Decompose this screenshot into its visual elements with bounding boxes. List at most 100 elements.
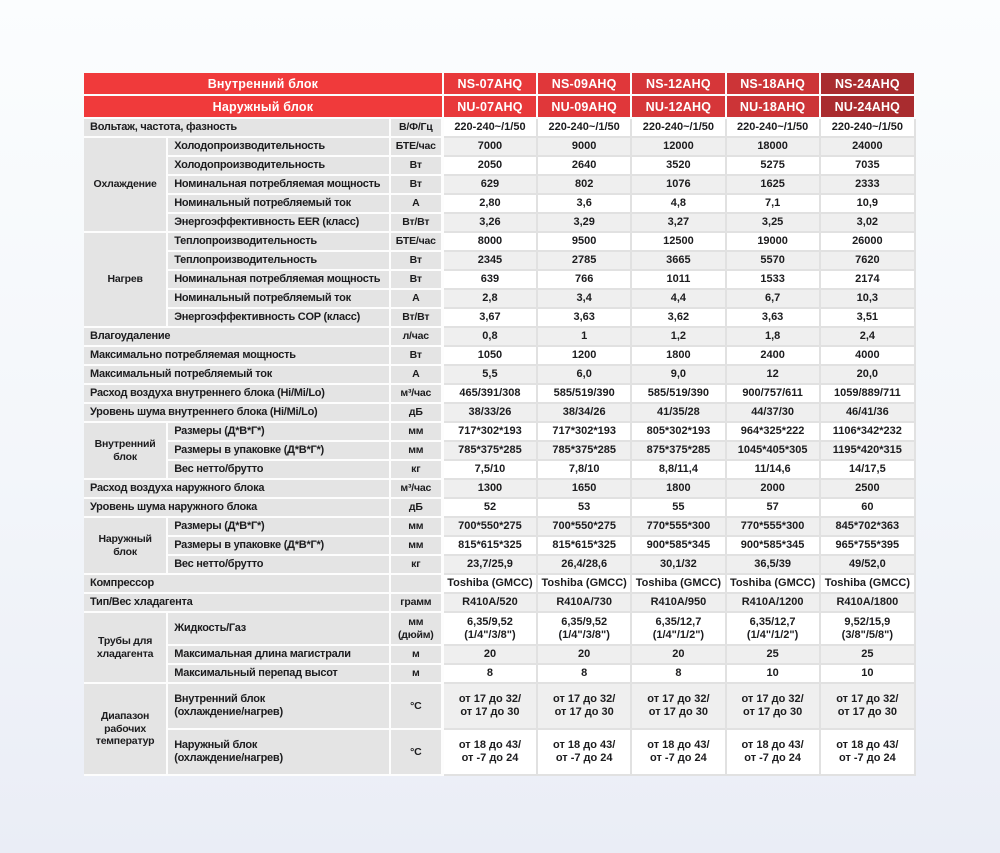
value-cell: 4,8 <box>632 195 727 214</box>
value-cell: 11/14,6 <box>726 461 821 480</box>
unit-cell: А <box>390 195 444 214</box>
value-cell: от 17 до 32/ от 17 до 30 <box>820 684 916 730</box>
spec-label: Внутренний блок (охлаждение/нагрев) <box>168 684 391 730</box>
value-cell: 3,27 <box>632 214 727 233</box>
outdoor-model-header: NU-12AHQ <box>632 96 727 119</box>
value-cell: 7620 <box>820 252 916 271</box>
unit-cell: Вт <box>390 176 444 195</box>
spec-row: Влагоудаление л/час 0,8 1 1,2 1,8 2,4 <box>84 328 916 347</box>
value-cell: 24000 <box>820 138 916 157</box>
value-cell: 900*585*345 <box>632 537 727 556</box>
spec-label: Номинальный потребляемый ток <box>168 195 391 214</box>
spec-row: Тип/Вес хладагента грамм R410A/520 R410A/73… <box>84 594 916 613</box>
value-cell: 26,4/28,6 <box>538 556 633 575</box>
value-cell: 2,4 <box>820 328 916 347</box>
indoor-unit-header-label: Внутренний блок <box>84 73 444 96</box>
value-cell: 785*375*285 <box>538 442 633 461</box>
value-cell: 629 <box>443 176 539 195</box>
value-cell: 20,0 <box>820 366 916 385</box>
spec-label: Жидкость/Газ <box>168 613 391 646</box>
value-cell: 5275 <box>726 157 821 176</box>
unit-cell: мм <box>390 442 444 461</box>
value-cell: 900*585*345 <box>726 537 821 556</box>
value-cell: 639 <box>443 271 539 290</box>
value-cell: 7035 <box>820 157 916 176</box>
unit-cell: БТЕ/час <box>390 138 444 157</box>
unit-cell: мм <box>390 537 444 556</box>
value-cell: 6,35/9,52 (1/4"/3/8") <box>538 613 633 646</box>
spec-table-body: Вольтаж, частота, фазность В/Ф/Гц 220-240~… <box>84 119 916 776</box>
value-cell: 3,6 <box>538 195 633 214</box>
spec-row: Наружный блок Размеры (Д*В*Г*) мм 700*550*2… <box>84 518 916 575</box>
spec-row: Номинальный потребляемый ток А 2,80 3,6 4,8 7… <box>84 195 916 214</box>
value-cell: 38/34/26 <box>538 404 633 423</box>
spec-row: Размеры в упаковке (Д*В*Г*) мм 815*615*325… <box>84 537 916 556</box>
value-cell: 900/757/611 <box>726 385 821 404</box>
value-cell: R410A/520 <box>443 594 539 613</box>
unit-cell <box>390 575 444 594</box>
value-cell: R410A/950 <box>632 594 727 613</box>
unit-cell: А <box>390 366 444 385</box>
value-cell: 1800 <box>632 347 727 366</box>
value-cell: 3,25 <box>726 214 821 233</box>
value-cell: 14/17,5 <box>820 461 916 480</box>
value-cell: 785*375*285 <box>443 442 539 461</box>
spec-label: Размеры в упаковке (Д*В*Г*) <box>168 442 391 461</box>
value-cell: 4000 <box>820 347 916 366</box>
value-cell: 2640 <box>538 157 633 176</box>
value-cell: 220-240~/1/50 <box>820 119 916 138</box>
value-cell: 220-240~/1/50 <box>443 119 539 138</box>
unit-cell: м³/час <box>390 480 444 499</box>
value-cell: 10 <box>820 665 916 684</box>
value-cell: 36,5/39 <box>726 556 821 575</box>
value-cell: 805*302*193 <box>632 423 727 442</box>
spec-row: Номинальная потребляемая мощность Вт 629 80… <box>84 176 916 195</box>
value-cell: 1050 <box>443 347 539 366</box>
value-cell: 3,63 <box>726 309 821 328</box>
spec-row: Размеры в упаковке (Д*В*Г*) мм 785*375*285… <box>84 442 916 461</box>
value-cell: Toshiba (GMCC) <box>443 575 539 594</box>
value-cell: 1625 <box>726 176 821 195</box>
value-cell: 1300 <box>443 480 539 499</box>
spec-row: Нагрев Теплопроизводительность БТЕ/час 8000… <box>84 233 916 328</box>
value-cell: 20 <box>443 646 539 665</box>
unit-cell: м <box>390 646 444 665</box>
spec-row: Компрессор Toshiba (GMCC) Toshiba (GMCC) To… <box>84 575 916 594</box>
value-cell: 10 <box>726 665 821 684</box>
value-cell: 9,52/15,9 (3/8"/5/8") <box>820 613 916 646</box>
unit-cell: кг <box>390 461 444 480</box>
value-cell: 6,35/9,52 (1/4"/3/8") <box>443 613 539 646</box>
value-cell: 12500 <box>632 233 727 252</box>
outdoor-unit-header-label: Наружный блок <box>84 96 444 119</box>
spec-label: Максимально потребляемая мощность <box>84 347 391 366</box>
value-cell: 3,26 <box>443 214 539 233</box>
value-cell: 1800 <box>632 480 727 499</box>
spec-row: Энергоэффективность EER (класс) Вт/Вт 3,26… <box>84 214 916 233</box>
value-cell: от 18 до 43/ от -7 до 24 <box>820 730 916 776</box>
value-cell: от 17 до 32/ от 17 до 30 <box>632 684 727 730</box>
value-cell: 1195*420*315 <box>820 442 916 461</box>
value-cell: 8,8/11,4 <box>632 461 727 480</box>
spec-row: Диапазон рабочих температур Внутренний бл… <box>84 684 916 776</box>
value-cell: 700*550*275 <box>443 518 539 537</box>
spec-row: Расход воздуха внутреннего блока (Hi/Mi/… <box>84 385 916 404</box>
outdoor-model-header: NU-24AHQ <box>820 96 916 119</box>
value-cell: 2000 <box>726 480 821 499</box>
spec-label: Расход воздуха наружного блока <box>84 480 391 499</box>
value-cell: 1,8 <box>726 328 821 347</box>
value-cell: 8 <box>632 665 727 684</box>
indoor-model-header: NS-24AHQ <box>820 73 916 96</box>
unit-cell: кг <box>390 556 444 575</box>
value-cell: 60 <box>820 499 916 518</box>
value-cell: 5570 <box>726 252 821 271</box>
unit-cell: БТЕ/час <box>390 233 444 252</box>
value-cell: 25 <box>820 646 916 665</box>
spec-row: Трубы для хладагента Жидкость/Газ мм (дюйм… <box>84 613 916 684</box>
value-cell: 6,0 <box>538 366 633 385</box>
unit-cell: дБ <box>390 404 444 423</box>
value-cell: 875*375*285 <box>632 442 727 461</box>
value-cell: 1011 <box>632 271 727 290</box>
spec-label: Влагоудаление <box>84 328 391 347</box>
unit-cell: мм (дюйм) <box>390 613 444 646</box>
